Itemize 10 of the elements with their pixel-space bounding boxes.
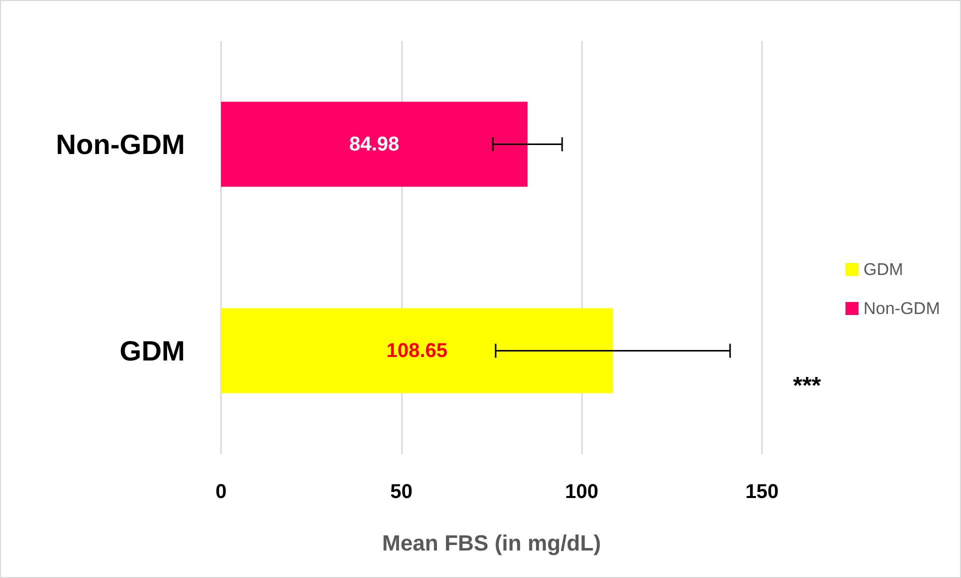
data-label: 84.98	[349, 133, 400, 156]
legend-label: GDM	[863, 260, 904, 279]
text: ***	[792, 372, 822, 400]
x-axis-title: Mean FBS (in mg/dL)	[382, 530, 601, 556]
x-tick-label: 150	[745, 481, 779, 503]
data-label: 108.65	[386, 340, 448, 362]
x-tick-label: 100	[564, 481, 598, 503]
legend-label: Non-GDM	[863, 299, 940, 318]
x-tick-label: 50	[390, 481, 412, 503]
x-tick-label: 0	[215, 481, 227, 503]
